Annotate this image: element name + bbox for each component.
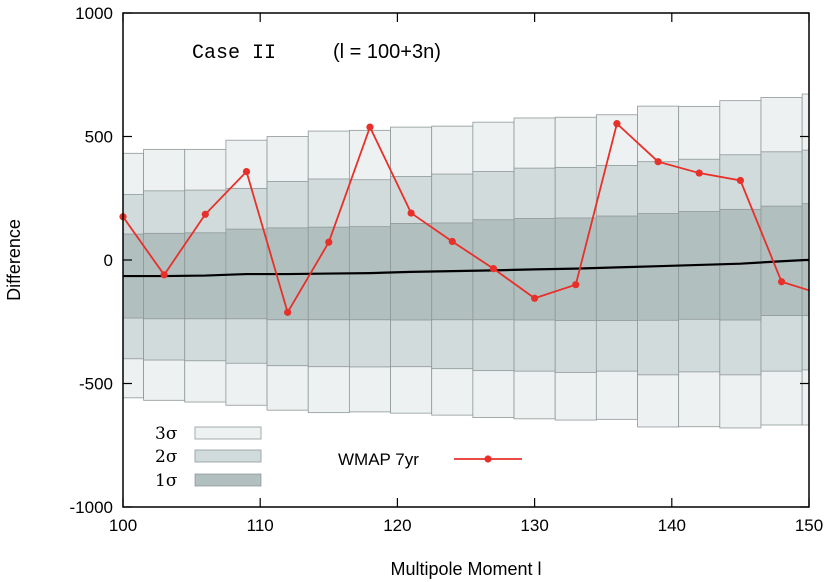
legend-marker-wmap [484, 455, 492, 463]
legend-swatch-2sigma [194, 449, 262, 463]
legend-label-1sigma: 1σ [155, 471, 178, 491]
y-tick-label: 500 [85, 128, 113, 147]
plot-frame [122, 12, 810, 508]
wmap-data-point [325, 238, 333, 246]
y-tick-label: -500 [79, 375, 113, 394]
wmap-data-point [736, 176, 745, 185]
wmap-data-point [242, 167, 251, 176]
wmap-data-point [201, 210, 209, 218]
x-tick-label: 140 [658, 516, 686, 535]
y-axis-title: Difference [4, 219, 24, 301]
wmap-series-line [122, 121, 810, 315]
annotation-formula: (l = 100+3n) [333, 41, 441, 63]
x-tick-label: 130 [520, 516, 548, 535]
wmap-data-point [654, 158, 662, 166]
center-line [123, 258, 809, 278]
wmap-data-point [572, 281, 580, 289]
wmap-data-point [489, 265, 498, 273]
sigma-bands [122, 93, 810, 429]
wmap-data-point [777, 278, 786, 286]
annotation-case: Case II [192, 42, 276, 65]
y-tick-label: 0 [104, 251, 113, 270]
y-tick-label: 1000 [75, 4, 113, 23]
wmap-data-point [366, 123, 374, 131]
x-tick-label: 120 [383, 516, 411, 535]
wmap-data-point [695, 169, 703, 177]
x-tick-label: 150 [795, 516, 823, 535]
data-series-layer [119, 120, 810, 316]
legend: 3σ 2σ 1σ WMAP 7yr [155, 424, 522, 491]
wmap-data-point [448, 237, 456, 246]
legend-swatch-3sigma [194, 426, 262, 440]
x-tick-label: 110 [247, 516, 274, 535]
y-tick-label: -1000 [70, 498, 113, 517]
center-line-layer [123, 258, 809, 278]
x-axis-title: Multipole Moment l [390, 559, 541, 579]
legend-label-wmap: WMAP 7yr [338, 450, 419, 469]
wmap-data-point [531, 294, 539, 302]
legend-swatch-1sigma [194, 473, 262, 487]
legend-label-3sigma: 3σ [155, 424, 178, 444]
wmap-data-point [407, 209, 415, 217]
wmap-data-point [613, 120, 621, 128]
legend-label-2sigma: 2σ [155, 447, 178, 467]
x-tick-label: 100 [109, 516, 137, 535]
wmap-data-point [160, 271, 168, 279]
wmap-data-point [284, 308, 292, 316]
